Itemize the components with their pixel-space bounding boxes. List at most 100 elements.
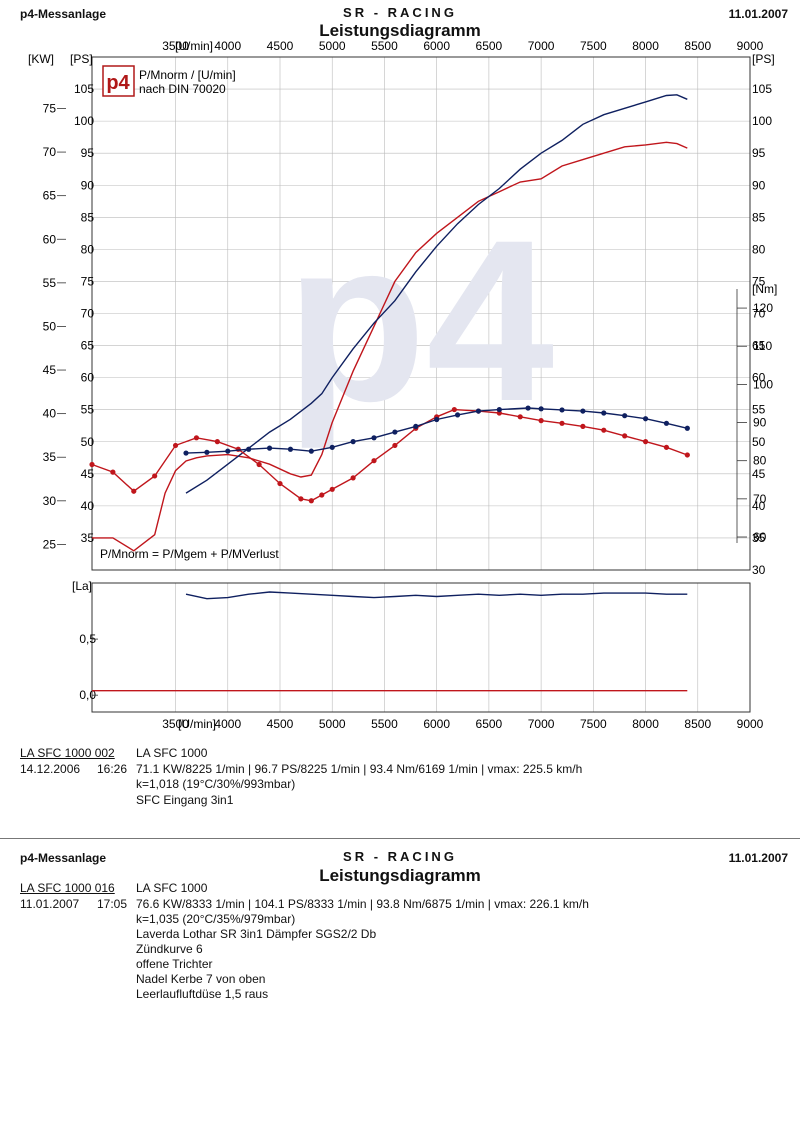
torque-point <box>601 427 607 433</box>
run1-note: SFC Eingang 3in1 <box>136 793 234 807</box>
run2-time: 17:05 <box>97 897 128 911</box>
torque-point <box>266 445 273 451</box>
nm-tick-label: 70 <box>753 492 767 506</box>
x-tick-label-bottom: 4500 <box>267 717 294 731</box>
torque-point <box>454 412 461 418</box>
nm-tick-label: 110 <box>753 339 772 353</box>
ps-tick-label-right: 75 <box>752 274 766 288</box>
unit-ps-right-label: [PS] <box>752 52 775 66</box>
torque-point <box>392 442 398 449</box>
kw-tick-label: 75 <box>43 101 57 115</box>
kw-tick-label: 30 <box>43 494 57 508</box>
kw-tick-label: 70 <box>43 145 57 159</box>
ps-tick-label-left: 80 <box>81 242 95 256</box>
kw-tick-label: 50 <box>43 319 57 333</box>
chart-frames <box>91 56 751 713</box>
x-tick-label-bottom: 7000 <box>528 717 555 731</box>
ps-tick-label-right: 35 <box>752 531 766 545</box>
run1-summary: 71.1 KW/8225 1/min | 96.7 PS/8225 1/min … <box>136 762 583 776</box>
x-tick-label-top: 6500 <box>476 39 503 53</box>
torque-point <box>601 410 607 416</box>
nm-tick-label: 90 <box>753 416 767 430</box>
torque-point <box>622 433 628 439</box>
x-tick-label-top: 8000 <box>632 39 659 53</box>
ps-tick-label-right: 80 <box>752 242 766 256</box>
unit-rpm-bottom-label: [U/min] <box>178 717 216 731</box>
torque-point <box>663 444 670 450</box>
torque-point <box>642 416 649 422</box>
header2-date: 11.01.2007 <box>728 851 788 865</box>
ps-tick-label-right: 105 <box>752 82 772 96</box>
formula-label: P/Mnorm = P/Mgem + P/MVerlust <box>100 547 279 561</box>
legend-line-1: P/Mnorm / [U/min] <box>139 68 236 82</box>
nm-tick-label: 120 <box>753 301 773 315</box>
torque-point <box>131 488 137 494</box>
torque-point <box>350 475 356 481</box>
lambda-plot-frame <box>91 582 751 713</box>
logo-text: p4 <box>106 72 130 94</box>
torque-point <box>684 425 690 431</box>
torque-point <box>172 442 179 449</box>
x-tick-label-top: 4500 <box>267 39 294 53</box>
chart-series <box>89 94 690 692</box>
torque-point <box>298 496 304 502</box>
header-brand: SR - RACING <box>343 5 457 20</box>
ps-tick-label-right: 65 <box>752 339 766 353</box>
torque-point <box>193 435 200 441</box>
power-curve-la-sfc-1000-016 <box>185 94 688 494</box>
ps-tick-label-right: 30 <box>752 563 766 577</box>
torque-point <box>559 420 565 426</box>
x-tick-label-top: 7500 <box>580 39 607 53</box>
x-tick-label-bottom: 9000 <box>737 717 764 731</box>
torque-point <box>413 423 419 429</box>
ps-tick-label-left: 65 <box>81 339 95 353</box>
torque-point <box>308 448 314 454</box>
torque-point <box>246 446 252 452</box>
run1-id: LA SFC 1000 002 <box>20 746 115 760</box>
torque-point <box>308 498 314 504</box>
page-separator <box>0 838 800 839</box>
torque-point <box>110 469 116 475</box>
torque-point <box>496 406 502 413</box>
ps-tick-label-left: 60 <box>81 371 95 385</box>
run2-note-1: Laverda Lothar SR 3in1 Dämpfer SGS2/2 Db <box>136 927 377 941</box>
torque-point <box>256 461 262 468</box>
ps-tick-label-right: 85 <box>752 210 766 224</box>
lambda-curve-la-sfc-1000-016 <box>185 591 688 600</box>
x-tick-label-top: 3500 <box>162 39 189 53</box>
power-torque-chart: p4 3500 3500 4000 4000 4500 4500 5000 5000 5500 5… <box>28 39 777 731</box>
unit-nm-label: [Nm] <box>752 282 777 296</box>
ps-tick-label-right: 70 <box>752 307 766 321</box>
torque-point <box>89 461 95 468</box>
run2-note-5: Leerlaufluftdüse 1,5 raus <box>136 987 269 1001</box>
main-plot-frame <box>91 56 751 571</box>
torque-point <box>538 406 544 412</box>
unit-ps-left-label: [PS] <box>70 52 93 66</box>
axis-ticks: 3500 3500 4000 4000 4500 4500 5000 5000 5500 5500… <box>43 39 774 731</box>
ps-tick-label-left: 45 <box>81 467 95 481</box>
kw-tick-label: 45 <box>43 363 57 377</box>
header-left: p4-Messanlage <box>20 7 107 21</box>
torque-point <box>580 408 586 414</box>
torque-point <box>225 448 231 454</box>
x-tick-label-top: 5500 <box>371 39 398 53</box>
torque-point <box>525 405 531 411</box>
watermark-p4: p4 <box>286 192 554 449</box>
p4-logo: p4 <box>102 65 135 97</box>
ps-tick-label-left: 50 <box>81 435 95 449</box>
x-tick-label-bottom: 5000 <box>319 717 346 731</box>
header-date: 11.01.2007 <box>728 7 788 21</box>
kw-tick-label: 60 <box>43 232 57 246</box>
torque-point <box>371 435 377 441</box>
x-tick-label-top: 9000 <box>737 39 764 53</box>
torque-point <box>622 413 628 419</box>
nm-tick-label: 60 <box>753 530 767 544</box>
x-tick-label-bottom: 4000 <box>214 717 241 731</box>
ps-tick-label-right: 45 <box>752 467 766 481</box>
kw-tick-label: 35 <box>43 450 57 464</box>
x-tick-label-bottom: 6500 <box>476 717 503 731</box>
page-title: Leistungsdiagramm <box>319 21 481 40</box>
torque-point <box>392 429 398 435</box>
torque-point <box>684 452 690 458</box>
x-tick-label-bottom: 7500 <box>580 717 607 731</box>
